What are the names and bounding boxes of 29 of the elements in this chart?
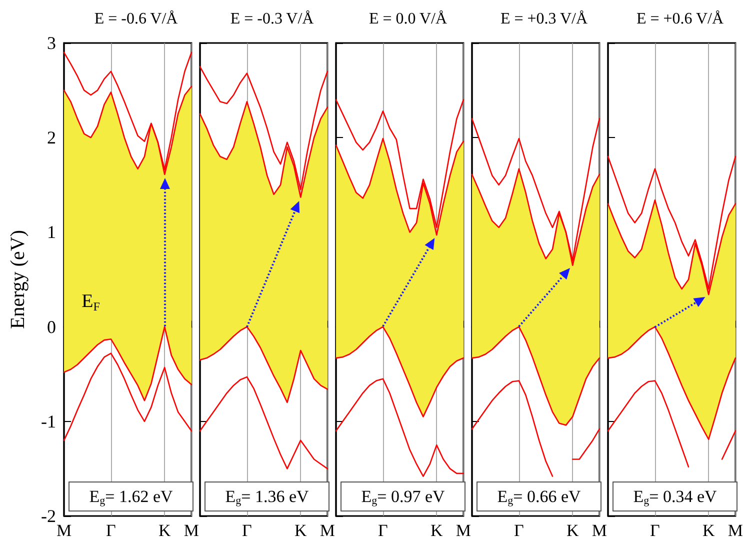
y-tick-label: 2 [47, 128, 56, 148]
x-tick-label: K [702, 521, 716, 540]
x-tick-label: K [158, 521, 172, 540]
y-tick-label: -1 [41, 411, 56, 432]
y-axis-title: Energy (eV) [7, 230, 29, 330]
x-tick-label: Γ [242, 521, 252, 540]
chart-title: E = -0.3 V/Å [230, 10, 314, 28]
x-tick-label: Γ [106, 521, 116, 540]
x-tick-label: M [320, 521, 336, 540]
chart-title: E = +0.6 V/Å [636, 10, 724, 28]
x-tick-label: M [456, 521, 472, 540]
chart-title: E = +0.3 V/Å [500, 10, 588, 28]
x-tick-label: M [184, 521, 200, 540]
x-tick-label: M [728, 521, 744, 540]
x-tick-label: M [56, 521, 72, 540]
x-tick-label: M [592, 521, 608, 540]
y-tick-label: 3 [47, 33, 56, 53]
x-tick-label: Γ [650, 521, 660, 540]
chart-title: E = 0.0 V/Å [368, 10, 448, 28]
line-series [63, 352, 192, 441]
x-tick-label: Γ [378, 521, 388, 540]
x-tick-label: K [430, 521, 444, 540]
y-tick-label: 1 [47, 222, 56, 242]
x-tick-label: K [294, 521, 308, 540]
x-tick-label: Γ [514, 521, 524, 540]
y-tick-label: 0 [47, 316, 56, 337]
chart-title: E = -0.6 V/Å [94, 10, 178, 28]
y-tick-label: -2 [41, 506, 56, 526]
x-tick-label: K [566, 521, 580, 540]
